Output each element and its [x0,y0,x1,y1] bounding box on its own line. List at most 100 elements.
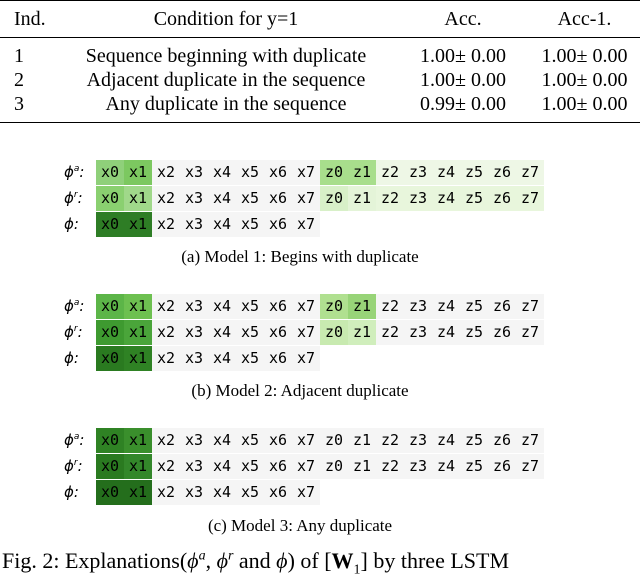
row-label: ϕa: [64,297,96,315]
token: x7 [292,345,320,371]
superscript: a [73,164,80,174]
token: z6 [488,293,516,319]
token: z2 [376,453,404,479]
token: x3 [180,345,208,371]
superscript: a [73,298,80,308]
token: z5 [460,293,488,319]
symbol: ϕ [64,349,74,367]
row-label: ϕ: [64,349,96,367]
token: x2 [152,479,180,505]
token: x2 [152,427,180,453]
row-label: ϕr: [64,189,96,207]
token: z1 [348,293,376,319]
token: x6 [264,293,292,319]
table-cell: 1.00± 0.00 [541,69,628,91]
token: z7 [516,293,544,319]
token: x4 [208,479,236,505]
panel-caption: (a) Model 1: Begins with duplicate [181,247,419,266]
token: x2 [152,211,180,237]
token: z0 [320,159,348,185]
caption-text: Explanations( [64,548,188,573]
token: x6 [264,319,292,345]
token: x3 [180,319,208,345]
token: x6 [264,211,292,237]
math: ϕ [216,548,228,573]
token: z0 [320,185,348,211]
math: ϕ [187,548,199,573]
token: x5 [236,159,264,185]
symbol: ϕ [64,483,74,501]
header-row: Ind. Condition for y=1 Acc. Acc-1. [0,0,640,38]
row-label: ϕ: [64,215,96,233]
token: z2 [376,185,404,211]
superscript: a [73,432,80,442]
row-label: ϕa: [64,431,96,449]
token: x3 [180,293,208,319]
explanation-row: ϕr: x0 x1 x2 x3 x4 x5 x6 x7 z0 z1 z2 z3 z4 z5 z6 z7 [64,185,544,211]
table-row: 2 Adjacent duplicate in the sequence 1.00±… [0,68,640,92]
figure-caption: Fig. 2: Explanations(ϕa, ϕr and ϕ) of [W… [2,548,509,578]
explanation-row: ϕr: x0 x1 x2 x3 x4 x5 x6 x7 z0 z1 z2 z3 z4 z5 z6 z7 [64,319,544,345]
separator: : [77,457,83,475]
separator: : [77,189,83,207]
token: x1 [124,479,152,505]
symbol: ϕ [64,323,74,341]
table-cell: 1 [14,45,24,67]
token: x0 [96,453,124,479]
table-row: 1 Sequence beginning with duplicate 1.00± … [0,38,640,69]
token: z6 [488,453,516,479]
token: x5 [236,211,264,237]
symbol: ϕ [64,215,74,233]
panel-caption: (b) Model 2: Adjacent duplicate [191,381,409,400]
token: z5 [460,453,488,479]
superscript: r [73,324,78,334]
caption-label: Fig. 2: [2,548,60,573]
token: z7 [516,319,544,345]
separator: : [77,323,83,341]
token: x3 [180,159,208,185]
token: z2 [376,319,404,345]
token: z5 [460,427,488,453]
table-cell: Sequence beginning with duplicate [85,45,367,67]
symbol: ϕ [64,163,74,181]
token: z2 [376,293,404,319]
token: x1 [124,211,152,237]
table-cell: Any duplicate in the sequence [55,92,397,123]
token: z5 [460,159,488,185]
token: z2 [376,159,404,185]
table-cell: 1.00± 0.00 [420,69,506,91]
token: z0 [320,293,348,319]
token: z4 [432,427,460,453]
token: x5 [236,453,264,479]
token: z1 [348,427,376,453]
explanation-row: ϕ: x0 x1 x2 x3 x4 x5 x6 x7 [64,211,320,237]
separator: : [79,163,85,181]
token: x4 [208,211,236,237]
token: x2 [152,185,180,211]
token: x6 [264,453,292,479]
token: x7 [292,159,320,185]
caption-text: and [233,548,277,573]
token: x4 [208,319,236,345]
token: x1 [124,345,152,371]
token: x4 [208,345,236,371]
caption-text: ) of [ [287,548,332,573]
token: x2 [152,319,180,345]
caption-text: , [205,548,217,573]
results-table: Ind. Condition for y=1 Acc. Acc-1. 1 Sequenc… [0,0,640,123]
math-bold: W [331,548,354,573]
token: x0 [96,185,124,211]
token: z3 [404,159,432,185]
token: z3 [404,293,432,319]
token: x5 [236,345,264,371]
token: x0 [96,319,124,345]
token: z7 [516,159,544,185]
token: z0 [320,319,348,345]
token: x0 [96,211,124,237]
explanation-row: ϕr: x0 x1 x2 x3 x4 x5 x6 x7 z0 z1 z2 z3 z4 z5 z6 z7 [64,453,544,479]
token: x6 [264,479,292,505]
token: x1 [124,319,152,345]
token: z6 [488,159,516,185]
row-label: ϕ: [64,483,96,501]
